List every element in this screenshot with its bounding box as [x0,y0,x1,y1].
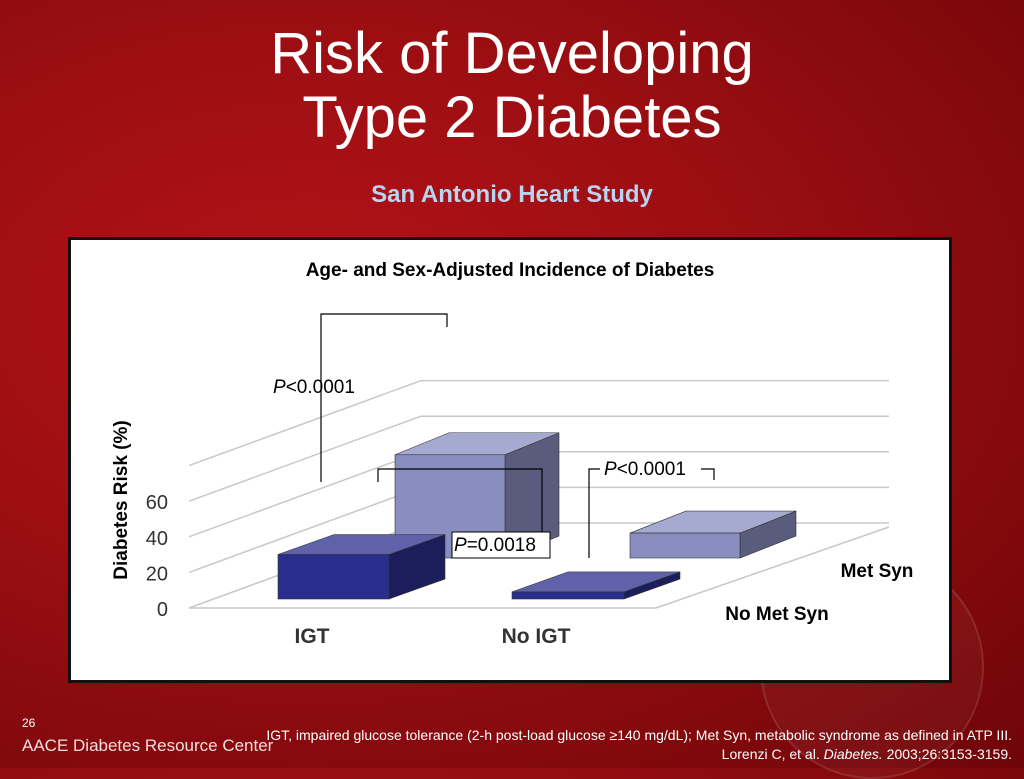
citation-authors: Lorenzi C, et al. [721,746,824,762]
pvalue-label: P=0.0018 [454,535,536,556]
floor-right-edge [655,526,890,609]
pvalue-bracket [320,313,448,482]
pvalue-label: P<0.0001 [273,377,355,398]
slide-title: Risk of Developing Type 2 Diabetes [0,22,1024,150]
y-tick-label: 40 [146,528,168,550]
gridline-side [188,451,422,538]
slide-subtitle: San Antonio Heart Study [371,181,653,208]
brand-footer: AACE Diabetes Resource Center [22,736,274,755]
x-category-label: No IGT [502,625,571,648]
y-axis-label: Diabetes Risk (%) [111,420,132,579]
bar-chart: Age- and Sex-Adjusted Incidence of Diabe… [111,260,914,648]
page-number: 26 [22,716,36,730]
chart-panel: Age- and Sex-Adjusted Incidence of Diabe… [68,237,952,683]
footnote-definitions: IGT, impaired glucose tolerance (2-h pos… [266,727,1012,743]
footnote-citation: Lorenzi C, et al. Diabetes. 2003;26:3153… [232,745,1012,764]
pvalue-bracket [701,468,715,480]
y-tick-label: 0 [157,599,168,621]
gridline-side [188,415,422,502]
footnote: IGT, impaired glucose tolerance (2-h pos… [232,726,1012,764]
y-tick-label: 20 [146,563,168,585]
chart-title: Age- and Sex-Adjusted Incidence of Diabe… [306,260,715,281]
citation-details: 2003;26:3153-3159. [882,746,1012,762]
pvalue-bracket [588,468,600,558]
gridline-side [188,486,422,574]
title-line-2: Type 2 Diabetes [302,85,722,150]
bar-no-met-syn-no-igt [511,591,625,600]
series-label-met-syn: Met Syn [841,561,914,582]
pvalue-box [451,531,551,559]
x-category-label: IGT [295,625,330,648]
citation-journal: Diabetes. [823,746,883,762]
pvalue-label: P<0.0001 [604,459,686,480]
bar-met-syn-no-igt [629,532,741,559]
pvalue-bracket [377,468,543,540]
title-line-1: Risk of Developing [270,21,754,86]
series-label-no-met-syn: No Met Syn [725,604,828,625]
y-tick-label: 60 [146,492,168,514]
gridline-side [188,379,422,467]
bar-no-met-syn-igt [277,554,390,600]
